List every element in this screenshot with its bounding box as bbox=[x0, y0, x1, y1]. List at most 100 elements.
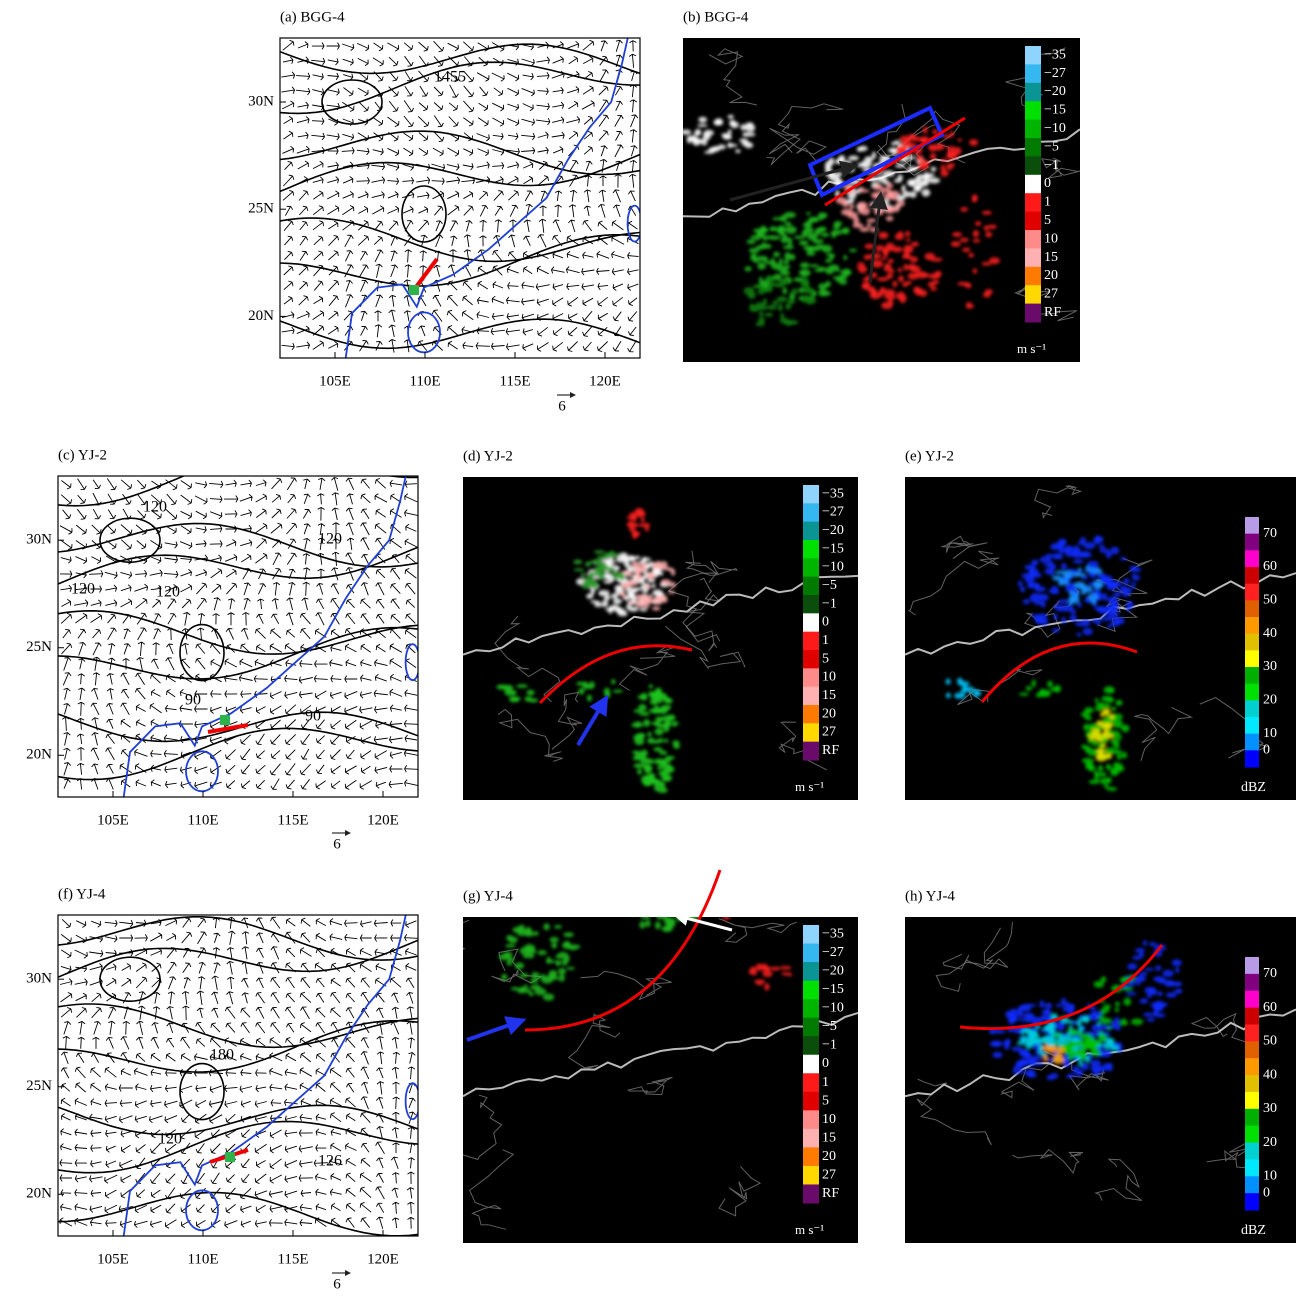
colorbar-cell bbox=[1245, 633, 1259, 651]
echo-cell bbox=[718, 828, 723, 832]
echo-cell bbox=[971, 197, 977, 203]
wind-vectors bbox=[59, 476, 418, 790]
echo-cell bbox=[647, 731, 652, 737]
echo-cell bbox=[1081, 619, 1091, 627]
echo-cell bbox=[1144, 986, 1156, 994]
colorbar-cell bbox=[1245, 650, 1259, 668]
echo-cell bbox=[905, 230, 911, 237]
echo-cell bbox=[665, 705, 672, 710]
echo-cell bbox=[1075, 1040, 1087, 1047]
echo-cell bbox=[505, 944, 516, 948]
echo-cell bbox=[937, 144, 945, 149]
echo-cell bbox=[1088, 733, 1099, 740]
echo-cell bbox=[663, 917, 669, 921]
echo-cell bbox=[1053, 613, 1058, 621]
echo-cell bbox=[1068, 1025, 1073, 1030]
echo-cell bbox=[776, 296, 788, 303]
contour bbox=[321, 79, 383, 125]
echo-cell bbox=[1099, 753, 1107, 757]
lat-label: 20N bbox=[26, 747, 52, 763]
echo-cell bbox=[623, 892, 628, 895]
echo-cell bbox=[985, 231, 993, 238]
echo-cell bbox=[881, 257, 887, 261]
echo-cell bbox=[758, 311, 764, 317]
echo-cell bbox=[958, 681, 970, 687]
echo-cell bbox=[644, 584, 652, 590]
echo-cell bbox=[1068, 595, 1077, 599]
colorbar-cell bbox=[1245, 1176, 1259, 1194]
echo-cell bbox=[770, 966, 781, 971]
echo-cell bbox=[779, 317, 789, 324]
echo-cell bbox=[664, 831, 670, 838]
colorbar-cell bbox=[1245, 583, 1259, 601]
colorbar-cell bbox=[1245, 1108, 1259, 1127]
island bbox=[626, 204, 640, 243]
colorbar-cell bbox=[1245, 1091, 1259, 1110]
echo-cell bbox=[590, 587, 595, 595]
echo-cell bbox=[702, 878, 712, 885]
colorbar-cell bbox=[1245, 1125, 1259, 1144]
echo-cell bbox=[640, 903, 650, 908]
colorbar-cell bbox=[1025, 211, 1041, 231]
echo-cell bbox=[626, 896, 633, 902]
echo-cell bbox=[814, 228, 822, 236]
echo-cell bbox=[1068, 598, 1075, 605]
echo-cell bbox=[639, 873, 649, 880]
echo-cell bbox=[629, 870, 640, 874]
echo-cell bbox=[640, 809, 652, 816]
echo-cell bbox=[658, 885, 668, 889]
echo-cell bbox=[546, 956, 552, 965]
echo-cell bbox=[1119, 1020, 1129, 1026]
echo-cell bbox=[1072, 545, 1081, 554]
echo-cell bbox=[1017, 1011, 1023, 1018]
echo-cell bbox=[693, 132, 700, 136]
echo-cell bbox=[989, 1040, 1001, 1047]
colorbar-cell bbox=[803, 1036, 819, 1056]
contour-label: 120 bbox=[318, 531, 342, 548]
echo-cell bbox=[681, 903, 688, 907]
echo-cell bbox=[952, 232, 962, 237]
echo-cell bbox=[657, 738, 664, 743]
echo-cell bbox=[1039, 691, 1051, 698]
echo-cell bbox=[1129, 565, 1138, 570]
border bbox=[1094, 1158, 1143, 1201]
echo-cell bbox=[627, 521, 634, 528]
echo-cell bbox=[673, 841, 684, 848]
echo-cell bbox=[720, 811, 728, 816]
echo-cell bbox=[1119, 557, 1128, 561]
echo-cell bbox=[882, 198, 890, 206]
echo-cell bbox=[543, 923, 550, 931]
echo-cell bbox=[972, 230, 980, 238]
echo-cell bbox=[642, 864, 652, 867]
echo-cell bbox=[501, 973, 508, 981]
echo-cell bbox=[679, 852, 691, 856]
contour bbox=[58, 1120, 418, 1174]
echo-cell bbox=[1074, 1049, 1087, 1053]
echo-cell bbox=[1052, 575, 1062, 581]
contour-label: 120 bbox=[71, 581, 95, 598]
echo-cell bbox=[714, 816, 725, 824]
echo-cell bbox=[735, 818, 743, 823]
echo-cell bbox=[619, 890, 626, 894]
lat-label: 25N bbox=[26, 639, 52, 655]
echo-cell bbox=[1105, 722, 1113, 729]
echo-cell bbox=[909, 191, 917, 198]
echo-cell bbox=[686, 829, 694, 834]
colorbar-label: 20 bbox=[1044, 268, 1058, 283]
echo-cell bbox=[808, 216, 820, 223]
echo-cell bbox=[659, 890, 666, 896]
echo-cell bbox=[1093, 619, 1099, 624]
echo-cell bbox=[619, 889, 623, 896]
echo-cell bbox=[921, 188, 931, 197]
echo-cell bbox=[1033, 1034, 1040, 1038]
echo-cell bbox=[783, 259, 789, 265]
border bbox=[1134, 706, 1194, 761]
echo-cell bbox=[1113, 724, 1125, 729]
echo-cell bbox=[947, 149, 956, 157]
border bbox=[1012, 1148, 1084, 1175]
echo-cell bbox=[619, 877, 629, 882]
colorbar-cell bbox=[1245, 700, 1259, 718]
echo-cell bbox=[981, 210, 993, 215]
echo-cell bbox=[551, 942, 558, 949]
echo-cell bbox=[1033, 600, 1045, 605]
